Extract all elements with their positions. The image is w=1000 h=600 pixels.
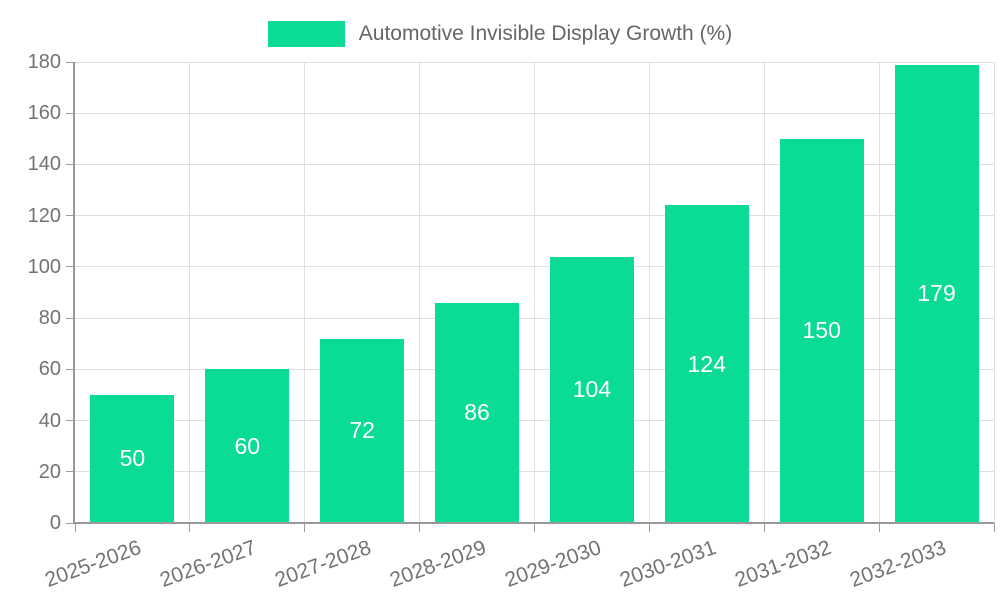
bar-value-label: 124 <box>687 350 726 377</box>
y-axis-tick <box>66 522 75 524</box>
bar: 60 <box>205 369 290 523</box>
grid-line-vertical <box>878 62 880 523</box>
x-axis-tick <box>189 523 191 532</box>
bar-value-label: 179 <box>917 280 956 307</box>
y-axis-tick-label: 160 <box>27 102 61 125</box>
x-axis-tick <box>419 523 421 532</box>
y-axis-tick-label: 120 <box>27 204 61 227</box>
bar-value-label: 72 <box>349 417 375 444</box>
x-axis-line <box>73 522 994 524</box>
grid-line-vertical <box>648 62 650 523</box>
y-axis-tick <box>66 112 75 114</box>
bar-value-label: 60 <box>234 432 261 459</box>
y-axis-tick <box>66 471 75 473</box>
bar-value-label: 104 <box>572 376 612 403</box>
x-axis-tick <box>993 523 995 532</box>
legend-swatch <box>267 21 345 47</box>
x-axis-tick <box>763 523 765 532</box>
y-axis-tick <box>66 163 75 165</box>
y-axis-tick <box>66 266 75 268</box>
y-axis-tick-label: 0 <box>49 512 61 534</box>
legend-label: Automotive Invisible Display Growth (%) <box>358 22 733 45</box>
grid-line-vertical <box>993 62 995 523</box>
bar: 72 <box>320 338 405 523</box>
y-axis-tick <box>66 215 75 217</box>
chart-legend[interactable]: Automotive Invisible Display Growth (%) <box>0 20 1000 48</box>
bar: 179 <box>894 64 979 523</box>
y-axis-tick-label: 20 <box>38 460 61 483</box>
x-axis-tick <box>304 523 306 532</box>
y-axis-tick <box>66 420 75 422</box>
bar: 86 <box>435 302 520 523</box>
y-axis-tick-label: 80 <box>38 307 61 330</box>
y-axis-tick <box>66 368 75 370</box>
grid-line-vertical <box>189 62 191 523</box>
y-axis-tick <box>66 61 75 63</box>
y-axis-tick-label: 40 <box>38 409 61 432</box>
grid-line-vertical <box>419 62 421 523</box>
grid-line-vertical <box>534 62 535 523</box>
bar: 124 <box>664 205 749 523</box>
y-axis-tick-label: 60 <box>38 358 61 381</box>
bar: 50 <box>90 394 175 523</box>
grid-line-vertical <box>763 62 765 523</box>
x-axis-tick <box>534 523 535 532</box>
grid-line-vertical <box>304 62 306 523</box>
bar-value-label: 150 <box>802 317 841 344</box>
x-axis-tick <box>878 523 880 532</box>
x-axis-tick <box>648 523 650 532</box>
y-axis-line <box>73 62 75 524</box>
bar: 150 <box>779 138 864 523</box>
bar: 104 <box>549 256 634 523</box>
x-axis-tick <box>74 523 76 532</box>
y-axis-tick <box>66 317 75 319</box>
y-axis-tick-label: 140 <box>27 153 61 176</box>
y-axis-tick-label: 180 <box>27 51 61 73</box>
bar-value-label: 86 <box>464 399 490 426</box>
y-axis-tick-label: 100 <box>27 255 61 278</box>
bar-value-label: 50 <box>119 445 146 472</box>
